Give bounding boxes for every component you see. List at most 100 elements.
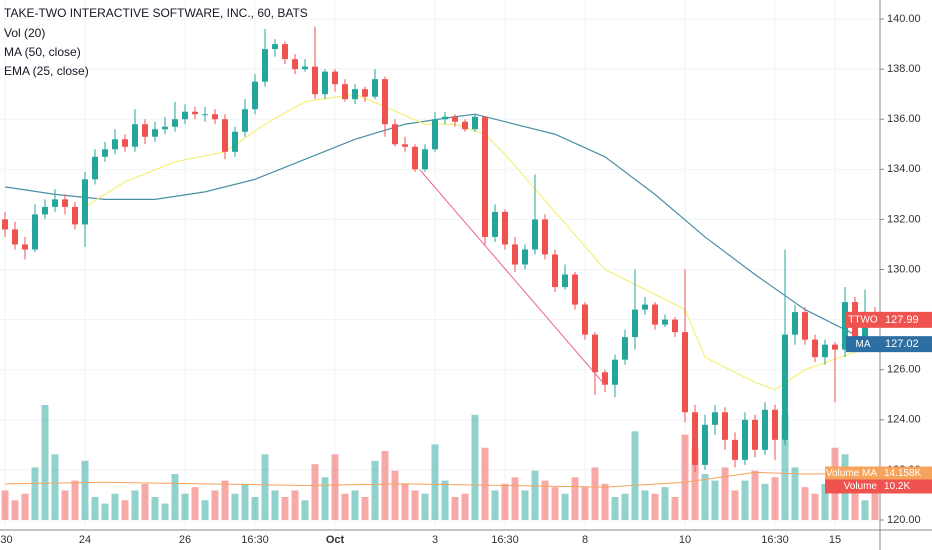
candle-body [12, 229, 18, 245]
volume-bar [381, 451, 389, 520]
volume-bar [581, 487, 589, 520]
x-tick-label: 16:30 [241, 534, 269, 546]
candle-body [292, 59, 298, 70]
candle-body [562, 274, 568, 288]
volume-bar [691, 447, 699, 520]
price-tag-value: 127.02 [885, 338, 919, 350]
volume-bar [531, 470, 539, 520]
x-tick-label: 8 [582, 534, 588, 546]
candle-body [322, 71, 328, 95]
candle-body [202, 114, 208, 116]
candle-body [512, 244, 518, 265]
volume-bar [521, 490, 529, 520]
candle-body [832, 344, 838, 350]
trend-line [419, 169, 606, 386]
candle-body [812, 339, 818, 358]
volume-bar [151, 497, 159, 520]
candle-body [102, 149, 108, 157]
candle-body [212, 114, 218, 120]
volume-bar [461, 493, 469, 520]
volume-bar [551, 487, 559, 520]
volume-tag-value: 14.158K [884, 468, 922, 479]
ma-line [4, 113, 876, 345]
volume-tag-box [825, 466, 932, 481]
volume-bar [411, 490, 419, 520]
y-tick-label: 140.00 [887, 13, 921, 25]
candle-body [802, 312, 808, 340]
volume-bar [871, 486, 879, 520]
volume-bar [61, 490, 69, 520]
candle-body [82, 179, 88, 225]
candle-body [532, 219, 538, 250]
candle-body [842, 302, 848, 350]
volume-bar [861, 500, 869, 520]
volume-bar [651, 493, 659, 520]
candle-body [432, 119, 438, 150]
volume-bar [701, 474, 709, 520]
volume-bar [371, 460, 379, 520]
price-tag-box [880, 311, 932, 328]
candle-body [222, 119, 228, 152]
candle-body [92, 156, 98, 180]
candle-body [462, 121, 468, 130]
volume-bar [431, 444, 439, 520]
candle-body [722, 412, 728, 440]
ema-line [84, 93, 876, 391]
x-tick-label: :30 [0, 534, 13, 546]
candle-body [612, 359, 618, 385]
volume-tag-value: 10.2K [884, 481, 910, 492]
volume_ma-line [4, 471, 876, 488]
y-tick-label: 130.00 [887, 263, 921, 275]
y-tick-label: 132.00 [887, 213, 921, 225]
candle-body [602, 372, 608, 385]
candle-body [332, 71, 338, 85]
x-tick-label: 24 [79, 534, 91, 546]
candle-body [72, 206, 78, 225]
volume-bar [261, 454, 269, 520]
volume-bar [761, 483, 769, 520]
volume-bar [51, 454, 59, 520]
volume-bar [71, 480, 79, 520]
volume-bar [331, 454, 339, 520]
candle-body [772, 409, 778, 440]
y-tick-label: 126.00 [887, 364, 921, 376]
candle-body [552, 254, 558, 288]
volume-bar [631, 431, 639, 520]
y-tick-label: 120.00 [887, 514, 921, 526]
volume-bar [801, 487, 809, 520]
volume-bar [201, 500, 209, 520]
volume-bar [391, 470, 399, 520]
volume-bar [591, 467, 599, 520]
candle-body [442, 116, 448, 120]
volume-bar [611, 497, 619, 520]
volume-bar [101, 503, 109, 520]
volume-bar [791, 467, 799, 520]
volume-tag-box [825, 479, 932, 494]
candle-body [162, 126, 168, 130]
indicator-label: MA (50, close) [4, 45, 81, 59]
candle-body [262, 49, 268, 82]
volume-bar [81, 460, 89, 520]
volume-bar [571, 477, 579, 520]
price-tag-name: TTWO [848, 314, 878, 325]
candle-body [62, 199, 68, 207]
candle-body [132, 124, 138, 147]
indicator-label: Vol (20) [4, 26, 45, 40]
candle-body [652, 304, 658, 325]
volume-bar [601, 483, 609, 520]
candle-body [662, 319, 668, 325]
volume-bar [221, 480, 229, 520]
volume-bar [291, 490, 299, 520]
volume-bar [481, 447, 489, 520]
volume-bar [231, 493, 239, 520]
x-tick-label: 3 [432, 534, 438, 546]
candle-body [692, 412, 698, 465]
volume-bar [851, 490, 859, 520]
volume-bar [91, 497, 99, 520]
candle-body [522, 249, 528, 265]
candle-body [422, 149, 428, 170]
candle-body [192, 111, 198, 115]
candle-body [312, 66, 318, 95]
volume-bar [361, 497, 369, 520]
